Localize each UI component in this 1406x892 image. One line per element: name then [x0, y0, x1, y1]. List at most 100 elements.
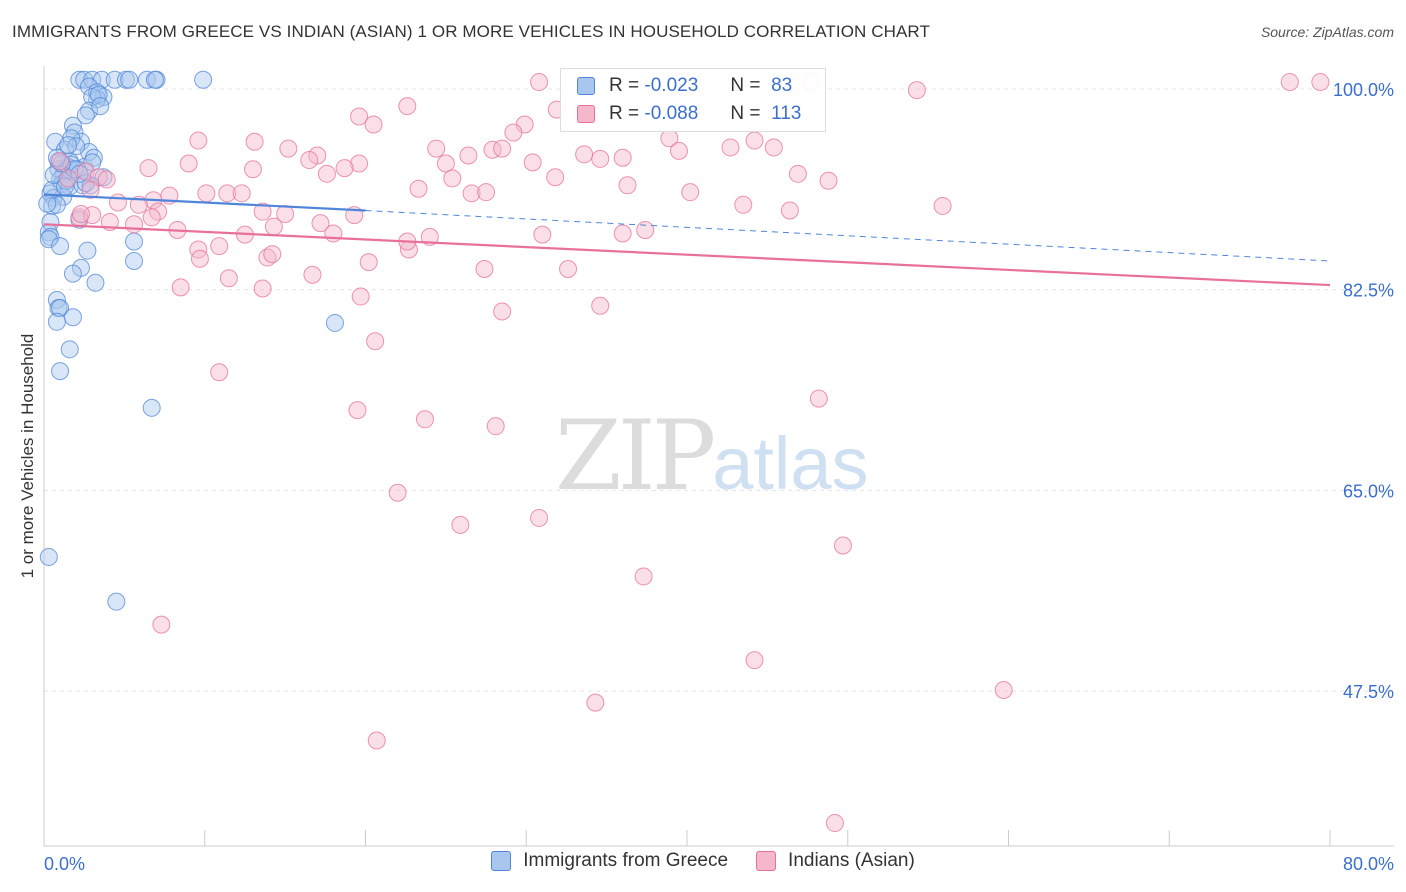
y-tick-label: 82.5%	[1343, 281, 1394, 301]
indian-point	[475, 260, 494, 279]
indian-point	[179, 154, 198, 173]
watermark-atlas: atlas	[712, 422, 869, 505]
indian-point	[613, 148, 632, 167]
indian-point	[462, 184, 481, 203]
indian-point	[350, 107, 369, 126]
greece-point	[59, 136, 78, 155]
greece-point	[125, 252, 144, 270]
x-tick-label: 80.0%	[1343, 854, 1394, 874]
greece-point	[76, 106, 95, 125]
indian-point	[152, 615, 171, 634]
indian-point	[59, 169, 78, 188]
indian-point	[533, 225, 552, 244]
indian-point	[1311, 73, 1330, 92]
indian-point	[210, 237, 229, 256]
greece-point	[325, 313, 344, 332]
legend-item-greece: Immigrants from Greece	[491, 850, 728, 872]
greece-point	[142, 398, 161, 417]
greece-point	[194, 70, 213, 89]
indian-point	[97, 170, 116, 189]
indian-point	[350, 154, 369, 173]
indian-point	[825, 814, 844, 833]
greece-legend-swatch-icon	[491, 851, 512, 871]
indian-point	[427, 139, 446, 158]
greece-point	[91, 97, 110, 116]
greece-point	[51, 362, 70, 381]
indian-point	[483, 140, 502, 159]
indian-point	[907, 81, 926, 100]
indian-point	[493, 139, 512, 158]
n-label: N =	[730, 75, 761, 96]
greece-point	[125, 232, 144, 251]
n-value: 83	[771, 75, 793, 96]
y-tick-label: 65.0%	[1343, 481, 1394, 501]
greece-point	[47, 312, 66, 331]
indian-point	[734, 195, 753, 214]
indian-point	[575, 145, 594, 164]
indian-point	[129, 195, 148, 214]
indian-point	[933, 196, 952, 215]
chart-title: IMMIGRANTS FROM GREECE VS INDIAN (ASIAN)…	[12, 22, 930, 41]
indian-point	[189, 131, 208, 150]
greece-point	[39, 547, 58, 566]
indian-point	[142, 208, 161, 227]
indian-trend-line	[43, 223, 1331, 287]
greece-point	[89, 85, 108, 104]
indian-point	[243, 160, 262, 179]
indian-point	[218, 184, 237, 203]
indian-point	[764, 138, 783, 157]
greece-point	[86, 273, 105, 292]
r-value: -0.023	[644, 75, 699, 96]
indian-point	[388, 483, 407, 502]
r-value: -0.088	[644, 103, 699, 124]
indian-point	[171, 278, 190, 297]
indian-point	[253, 202, 272, 221]
indian-point	[359, 253, 378, 272]
indian-point	[681, 183, 700, 202]
indian-point	[300, 151, 319, 170]
indian-swatch-icon	[577, 105, 595, 123]
greece-point	[78, 241, 97, 260]
legend-label-greece: Immigrants from Greece	[523, 850, 729, 871]
indian-point	[81, 180, 100, 199]
indian-point	[398, 97, 417, 116]
greece-point	[107, 592, 126, 611]
indian-point	[788, 164, 807, 183]
indian-point	[348, 401, 367, 420]
r-label: R =	[609, 103, 640, 124]
greece-trend-line	[43, 193, 366, 212]
watermark-zip: ZIP	[555, 400, 716, 512]
greece-point	[83, 153, 102, 172]
indian-point	[636, 221, 655, 240]
stats-legend-row-indian: R = -0.088 N = 113	[577, 101, 801, 127]
indian-point	[669, 141, 688, 160]
n-label: N =	[730, 103, 761, 124]
indian-point	[504, 123, 523, 142]
greece-trend-extension	[365, 210, 1331, 262]
indian-point	[189, 240, 208, 259]
indian-point	[197, 184, 216, 203]
n-value: 113	[771, 103, 802, 124]
indian-point	[618, 176, 637, 195]
r-label: R =	[609, 75, 640, 96]
legend-label-indian: Indians (Asian)	[788, 850, 915, 871]
indian-point	[303, 265, 322, 284]
indian-point	[436, 154, 455, 173]
indian-point	[493, 302, 512, 321]
indian-point	[366, 332, 385, 351]
indian-point	[586, 693, 605, 712]
stats-legend: R = -0.023 N = 83 R = -0.088 N = 113	[560, 68, 826, 132]
greece-point	[94, 168, 113, 187]
greece-point	[60, 340, 79, 359]
indian-point	[809, 389, 828, 408]
y-tick-label: 100.0%	[1333, 80, 1394, 100]
indian-point	[530, 73, 549, 92]
indian-point	[591, 149, 610, 168]
greece-point	[51, 299, 70, 318]
indian-point	[780, 201, 799, 220]
indian-point	[219, 269, 238, 288]
indian-point	[477, 183, 496, 202]
indian-point	[420, 227, 439, 246]
greece-point	[51, 237, 70, 256]
